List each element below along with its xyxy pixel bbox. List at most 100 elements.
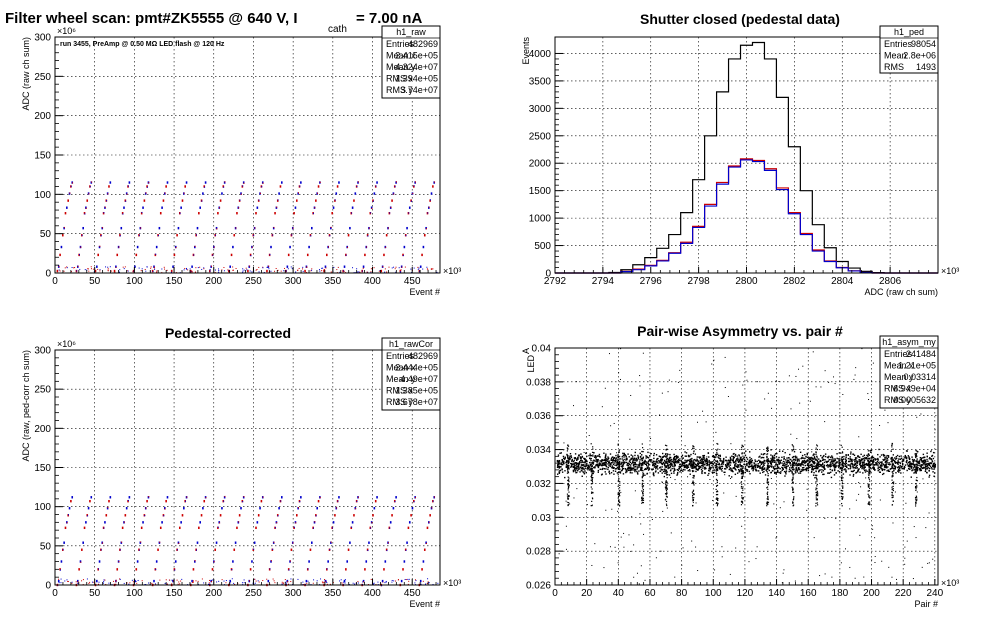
data-point	[915, 496, 918, 498]
data-point	[655, 557, 657, 559]
data-point	[584, 465, 586, 468]
rawcor-chart-title: Pedestal-corrected	[165, 325, 291, 341]
data-point	[306, 253, 309, 257]
data-point	[86, 514, 89, 517]
data-point	[178, 581, 180, 583]
data-point	[870, 457, 873, 459]
data-point	[926, 452, 928, 454]
data-point	[319, 270, 321, 272]
data-point	[568, 480, 570, 482]
data-point	[163, 515, 165, 517]
stats-row-value: 2.8e+06	[903, 51, 936, 61]
data-point	[906, 463, 909, 465]
data-point	[850, 460, 853, 462]
data-point	[299, 500, 301, 503]
data-point	[406, 226, 408, 230]
data-point	[816, 448, 819, 451]
data-point	[885, 456, 887, 458]
data-point	[609, 463, 611, 466]
data-point	[192, 568, 195, 571]
data-point	[784, 475, 786, 477]
data-point	[867, 455, 869, 458]
data-point	[579, 456, 582, 458]
data-point	[916, 485, 918, 487]
data-point	[796, 460, 799, 462]
data-point	[770, 449, 772, 451]
data-point	[632, 464, 635, 467]
data-point	[655, 466, 658, 469]
data-point	[887, 470, 890, 472]
data-point	[208, 583, 210, 585]
data-point	[582, 461, 584, 464]
data-point	[762, 463, 765, 465]
stats-row-value: 482969	[408, 351, 438, 361]
data-point	[792, 446, 795, 448]
data-point	[618, 479, 620, 481]
data-point	[925, 465, 927, 468]
data-point	[861, 348, 863, 350]
data-point	[849, 465, 852, 468]
data-point	[370, 206, 373, 209]
data-point	[343, 579, 346, 583]
data-point	[655, 454, 658, 456]
data-point	[713, 469, 716, 471]
data-point	[864, 463, 867, 466]
data-point	[843, 463, 846, 465]
data-point	[864, 518, 866, 520]
data-point	[357, 580, 359, 582]
data-point	[411, 507, 414, 510]
data-point	[77, 265, 79, 268]
data-point	[878, 448, 880, 451]
data-point	[602, 459, 604, 461]
data-point	[833, 459, 836, 462]
data-point	[106, 507, 109, 510]
data-point	[715, 453, 717, 456]
data-point	[861, 464, 863, 467]
data-point	[792, 481, 794, 483]
data-point	[784, 451, 786, 454]
data-point	[824, 453, 827, 455]
data-point	[67, 580, 69, 582]
data-point	[259, 507, 261, 510]
data-point	[576, 458, 578, 460]
data-point	[894, 466, 897, 468]
data-point	[387, 227, 389, 229]
data-point	[331, 212, 334, 215]
data-point	[100, 549, 102, 551]
data-point	[395, 580, 397, 582]
data-point	[430, 192, 433, 195]
data-point	[210, 265, 212, 267]
data-point	[245, 267, 247, 269]
data-point	[181, 199, 184, 202]
data-point	[617, 459, 619, 461]
data-point	[684, 469, 686, 471]
data-point	[722, 460, 724, 463]
data-point	[759, 461, 761, 464]
data-point	[892, 458, 894, 460]
data-point	[717, 443, 719, 445]
data-point	[568, 464, 570, 467]
data-point	[926, 465, 928, 468]
data-point	[824, 421, 826, 423]
data-point	[815, 487, 817, 489]
data-point	[892, 472, 894, 475]
data-point	[627, 469, 630, 472]
data-point	[920, 468, 922, 470]
data-point	[849, 464, 851, 466]
data-point	[585, 459, 587, 461]
data-point	[782, 464, 785, 467]
data-point	[869, 460, 871, 463]
data-point	[558, 467, 560, 469]
data-point	[739, 458, 742, 460]
data-point	[841, 466, 844, 468]
data-point	[856, 462, 859, 464]
data-point	[618, 490, 620, 492]
data-point	[868, 454, 870, 456]
data-point	[257, 514, 260, 517]
data-point	[803, 461, 805, 463]
data-point	[788, 470, 790, 473]
data-point	[772, 461, 774, 463]
data-point	[801, 463, 803, 466]
data-point	[812, 458, 814, 460]
data-point	[897, 460, 899, 462]
